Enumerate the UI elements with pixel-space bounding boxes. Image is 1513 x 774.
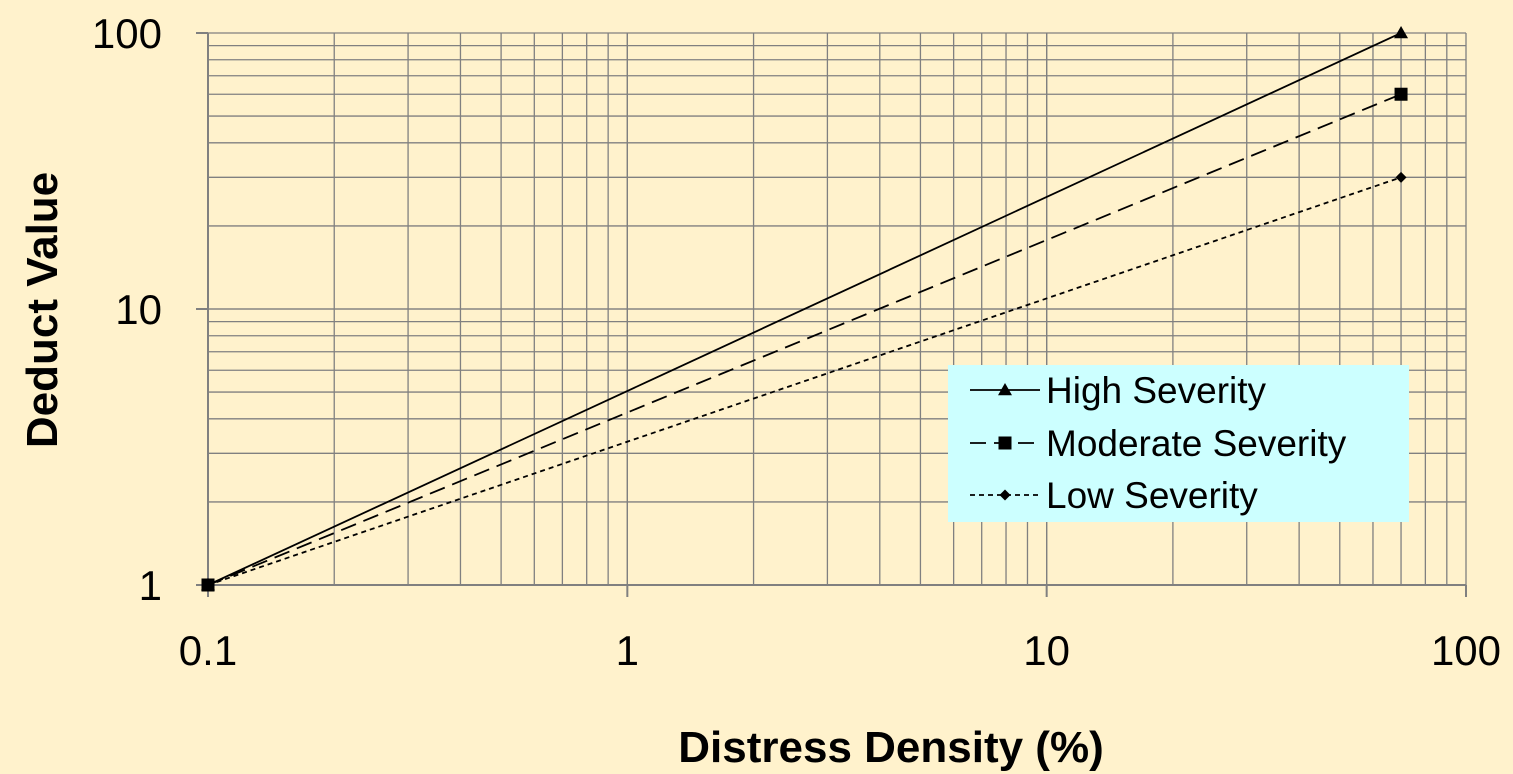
x-tick-label: 1	[616, 627, 639, 674]
y-tick-label: 100	[92, 10, 162, 57]
legend-label: High Severity	[1046, 370, 1267, 411]
data-point-square	[1394, 87, 1408, 101]
x-tick-label: 0.1	[179, 627, 237, 674]
legend-marker-square	[998, 436, 1012, 450]
y-axis-title: Deduct Value	[18, 172, 67, 448]
data-point-diamond	[202, 579, 214, 591]
series-lines	[201, 26, 1409, 592]
y-tick-label: 1	[139, 562, 162, 609]
legend-marker-diamond	[999, 489, 1011, 501]
y-tick-label: 10	[115, 286, 162, 333]
data-point-triangle	[1394, 26, 1409, 39]
data-point-diamond	[1395, 171, 1407, 183]
series-line-triangle	[207, 32, 1402, 586]
legend-label: Low Severity	[1046, 475, 1258, 516]
x-tick-label: 100	[1431, 627, 1501, 674]
series-line-diamond	[207, 176, 1402, 586]
legend-marker-triangle	[998, 383, 1012, 396]
legend: High Severity Moderate Severity Low Severi…	[948, 365, 1409, 522]
tick-labels: 0.1 1 10 100 1 10 100	[92, 10, 1501, 674]
x-axis-title: Distress Density (%)	[678, 723, 1103, 772]
x-tick-label: 10	[1023, 627, 1070, 674]
legend-label: Moderate Severity	[1046, 423, 1347, 464]
